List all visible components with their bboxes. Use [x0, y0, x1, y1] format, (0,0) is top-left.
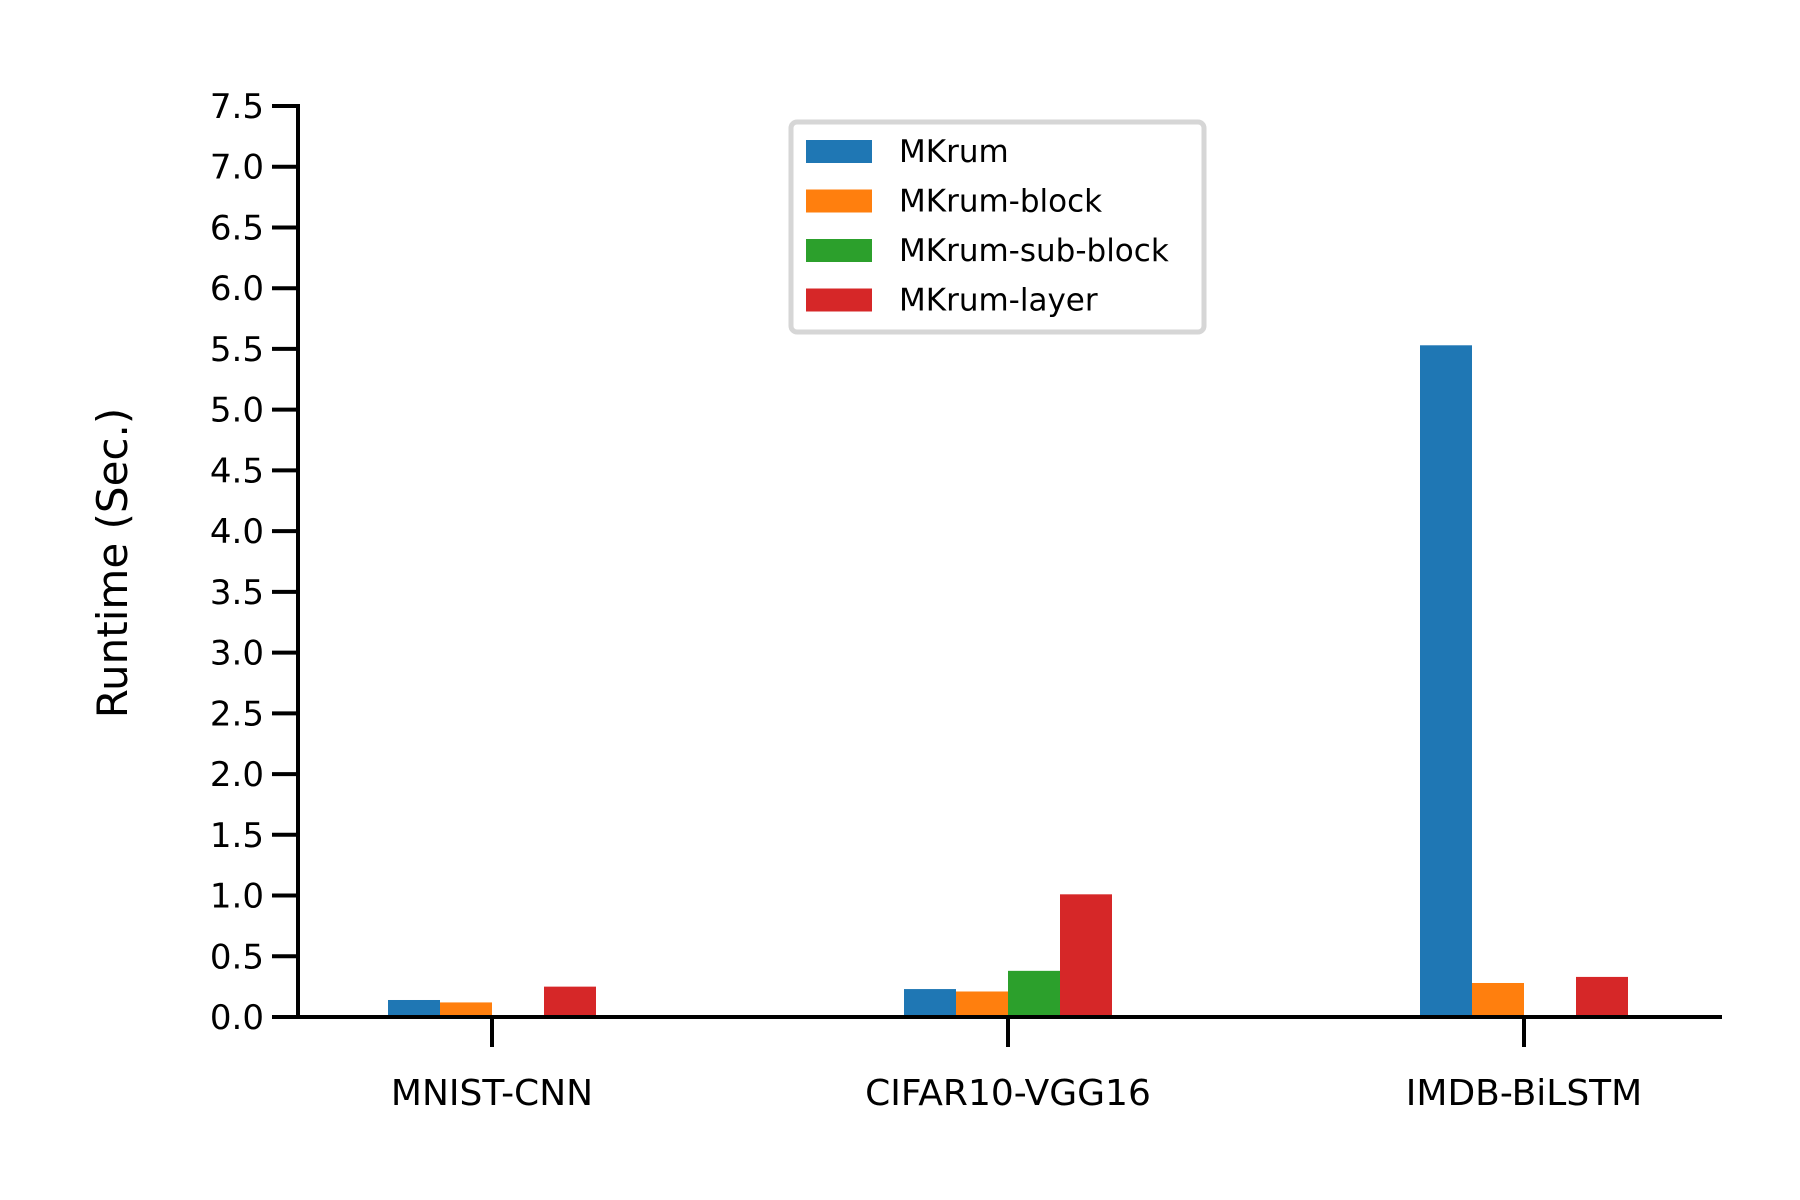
legend-frame	[788, 119, 1207, 335]
y-axis-label: Runtime (Sec.)	[88, 408, 137, 719]
bar-mkrum-layer-imdb-bilstm	[1576, 976, 1628, 1017]
legend-swatch	[806, 288, 872, 312]
bar-mkrum-block-imdb-bilstm	[1472, 982, 1524, 1017]
y-tick-label: 7.0	[210, 148, 264, 188]
legend-label: MKrum-block	[899, 184, 1102, 220]
x-tick-label: IMDB-BiLSTM	[1406, 1073, 1642, 1114]
y-tick-label: 0.0	[210, 998, 264, 1038]
y-tick-label: 5.0	[210, 391, 264, 431]
y-tick-label: 6.0	[210, 269, 264, 309]
legend-swatch	[806, 140, 872, 163]
legend-label: MKrum-layer	[899, 283, 1098, 319]
bar-mkrum-imdb-bilstm	[1420, 345, 1472, 1018]
y-tick-label: 3.5	[210, 573, 264, 613]
bar-mkrum-sub-block-cifar10-vgg16	[1008, 970, 1060, 1017]
legend-swatch	[806, 189, 872, 213]
y-tick-label: 0.5	[210, 937, 264, 977]
bar-mkrum-layer-cifar10-vgg16	[1060, 894, 1112, 1017]
y-tick-label: 2.0	[210, 755, 264, 795]
x-axis-ticks: MNIST-CNN CIFAR10-VGG16 IMDB-BiLSTM	[391, 1017, 1642, 1114]
y-axis-ticks: 0.0 0.5 1.0 1.5 2.0 2.5 3.0 3.5 4.0 4.5 5.0 5.5 6.0 6…	[210, 87, 298, 1038]
bar-mkrum-block-mnist-cnn	[440, 1002, 492, 1017]
y-tick-label: 6.5	[210, 208, 264, 248]
bar-mkrum-block-cifar10-vgg16	[956, 991, 1008, 1017]
legend: MKrum MKrum-block MKrum-sub-block MKrum-lay…	[788, 119, 1207, 335]
bars-group	[388, 345, 1628, 1018]
legend-label: MKrum-sub-block	[899, 233, 1169, 269]
bar-mkrum-layer-mnist-cnn	[544, 986, 596, 1017]
y-tick-label: 1.5	[210, 816, 264, 856]
y-tick-label: 3.0	[210, 634, 264, 674]
y-tick-label: 7.5	[210, 87, 264, 127]
bar-mkrum-cifar10-vgg16	[904, 989, 956, 1017]
legend-label: MKrum	[899, 134, 1009, 170]
y-tick-label: 4.5	[210, 451, 264, 491]
bar-mkrum-mnist-cnn	[388, 999, 440, 1017]
y-tick-label: 1.0	[210, 877, 264, 917]
y-tick-label: 2.5	[210, 694, 264, 734]
y-tick-label: 5.5	[210, 330, 264, 370]
y-tick-label: 4.0	[210, 512, 264, 552]
x-tick-label: CIFAR10-VGG16	[865, 1073, 1151, 1114]
x-tick-label: MNIST-CNN	[391, 1073, 593, 1114]
legend-swatch	[806, 239, 872, 262]
